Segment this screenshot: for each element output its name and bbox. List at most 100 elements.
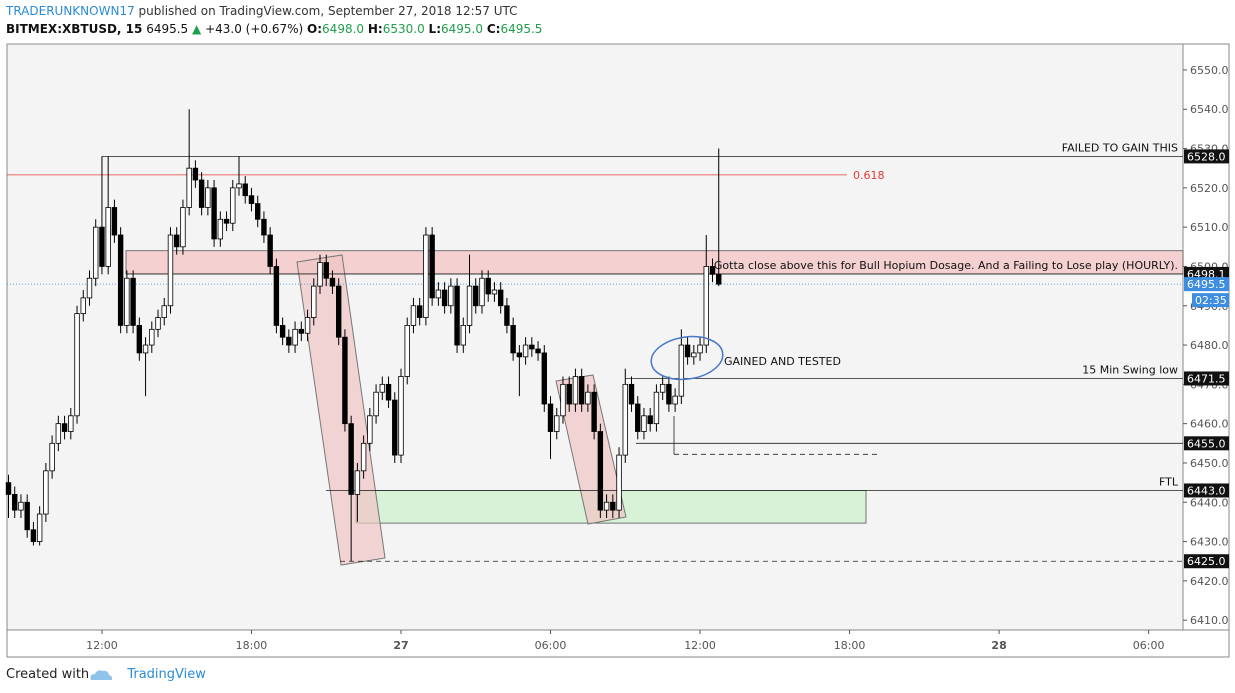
price-box — [1184, 149, 1229, 164]
candle-body — [273, 266, 280, 326]
candle-body — [30, 529, 37, 542]
l-value: 6495.0 — [441, 22, 483, 36]
candle-body — [709, 266, 716, 275]
logo — [90, 670, 113, 680]
candle-body — [223, 218, 230, 224]
candle-body — [248, 195, 255, 204]
candle-body — [622, 383, 628, 456]
candle-body — [666, 383, 672, 405]
candle-body — [560, 383, 566, 417]
time-axis — [6, 629, 1230, 658]
candle-body — [242, 183, 248, 197]
candle-body — [335, 285, 342, 338]
candle-body — [448, 285, 454, 307]
price-box-label: 6528.0 — [1187, 150, 1226, 163]
candle-body — [628, 383, 635, 405]
candle-body — [597, 431, 604, 511]
brand[interactable]: TradingView — [127, 667, 206, 682]
level-text: 15 Min Swing low — [1082, 363, 1178, 376]
price-box — [1184, 436, 1229, 451]
candle-body — [535, 348, 541, 354]
y-tick-label: 6450.0 — [1190, 457, 1229, 470]
candle-body — [5, 482, 12, 495]
candle-body — [354, 470, 361, 495]
c-value: 6495.5 — [500, 22, 543, 36]
h-value: 6530.0 — [382, 22, 425, 36]
candle-body — [211, 187, 217, 240]
candle-body — [554, 415, 560, 432]
x-tick-label: 27 — [393, 639, 408, 652]
candle-body — [180, 207, 186, 248]
candle-body — [167, 234, 174, 307]
x-tick-label: 28 — [991, 639, 1006, 652]
candle-body — [74, 313, 80, 417]
candle-body — [230, 187, 236, 224]
y-tick-label: 6550.0 — [1190, 64, 1229, 77]
candle-body — [348, 423, 354, 495]
candle-body — [286, 336, 292, 346]
candle-body — [672, 395, 678, 405]
countdown: 02:35 — [1195, 294, 1227, 307]
candle-body — [99, 226, 105, 267]
l-label: L: — [428, 22, 441, 36]
candle-body — [466, 285, 473, 326]
header: TRADERUNKNOWN17 published on TradingView… — [6, 4, 518, 18]
candle-body — [323, 262, 329, 279]
candle-body — [93, 226, 99, 279]
x-tick-label: 06:00 — [1133, 639, 1165, 652]
candle-body — [429, 234, 435, 299]
candle-body — [585, 391, 591, 405]
candle-body — [186, 167, 192, 208]
price-box-label: 6471.5 — [1187, 372, 1226, 385]
candle-body — [578, 376, 585, 405]
candle-body — [398, 376, 404, 456]
level-text: FAILED TO GAIN THIS — [1062, 141, 1178, 154]
candle-body — [124, 277, 130, 326]
level-text: Gotta close above this for Bull Hopium D… — [714, 259, 1178, 272]
candle-body — [404, 325, 410, 377]
y-tick-label: 6520.0 — [1190, 182, 1229, 195]
candle-body — [659, 383, 666, 393]
candle-body — [161, 305, 167, 318]
candle-body — [566, 383, 572, 405]
x-tick-label: 12:00 — [684, 639, 716, 652]
candle-body — [36, 513, 43, 542]
candle-body — [435, 289, 442, 299]
current-box — [1184, 277, 1229, 292]
candle-body — [697, 344, 703, 354]
last: 6495.5 — [146, 22, 189, 36]
candle-body — [541, 352, 547, 405]
candle-body — [298, 328, 305, 334]
candle-body — [111, 207, 118, 236]
candle-body — [279, 325, 286, 338]
countdown-box — [1192, 293, 1229, 308]
candle-body — [198, 179, 205, 208]
published: published on TradingView.com, September … — [138, 4, 518, 18]
candle-body — [454, 285, 460, 346]
candle-body — [105, 207, 111, 267]
candle-body — [441, 289, 448, 307]
candle-body — [460, 325, 466, 346]
candle-body — [485, 277, 491, 295]
legend: BITMEX:XBTUSD, 15 6495.5 ▲ +43.0 (+0.67%… — [6, 22, 542, 36]
candle-body — [647, 415, 653, 425]
candle-body — [522, 344, 529, 358]
candle-body — [678, 344, 685, 397]
candle-body — [192, 167, 199, 181]
candle-body — [329, 277, 336, 287]
candle-body — [342, 336, 348, 425]
candle-body — [217, 218, 224, 240]
current-label: 6495.5 — [1187, 278, 1226, 291]
candle-body — [473, 285, 479, 307]
circle-drawing — [650, 335, 724, 381]
price-box — [1184, 554, 1229, 569]
candle-body — [479, 277, 485, 307]
author[interactable]: TRADERUNKNOWN17 — [6, 4, 135, 18]
symbol: BITMEX:XBTUSD, 15 — [6, 22, 143, 36]
candle-body — [267, 234, 273, 267]
candle-body — [385, 383, 392, 401]
annotation: GAINED AND TESTED — [724, 355, 841, 368]
candle-body — [703, 266, 709, 346]
candle-body — [43, 470, 49, 515]
candle-body — [155, 317, 161, 330]
